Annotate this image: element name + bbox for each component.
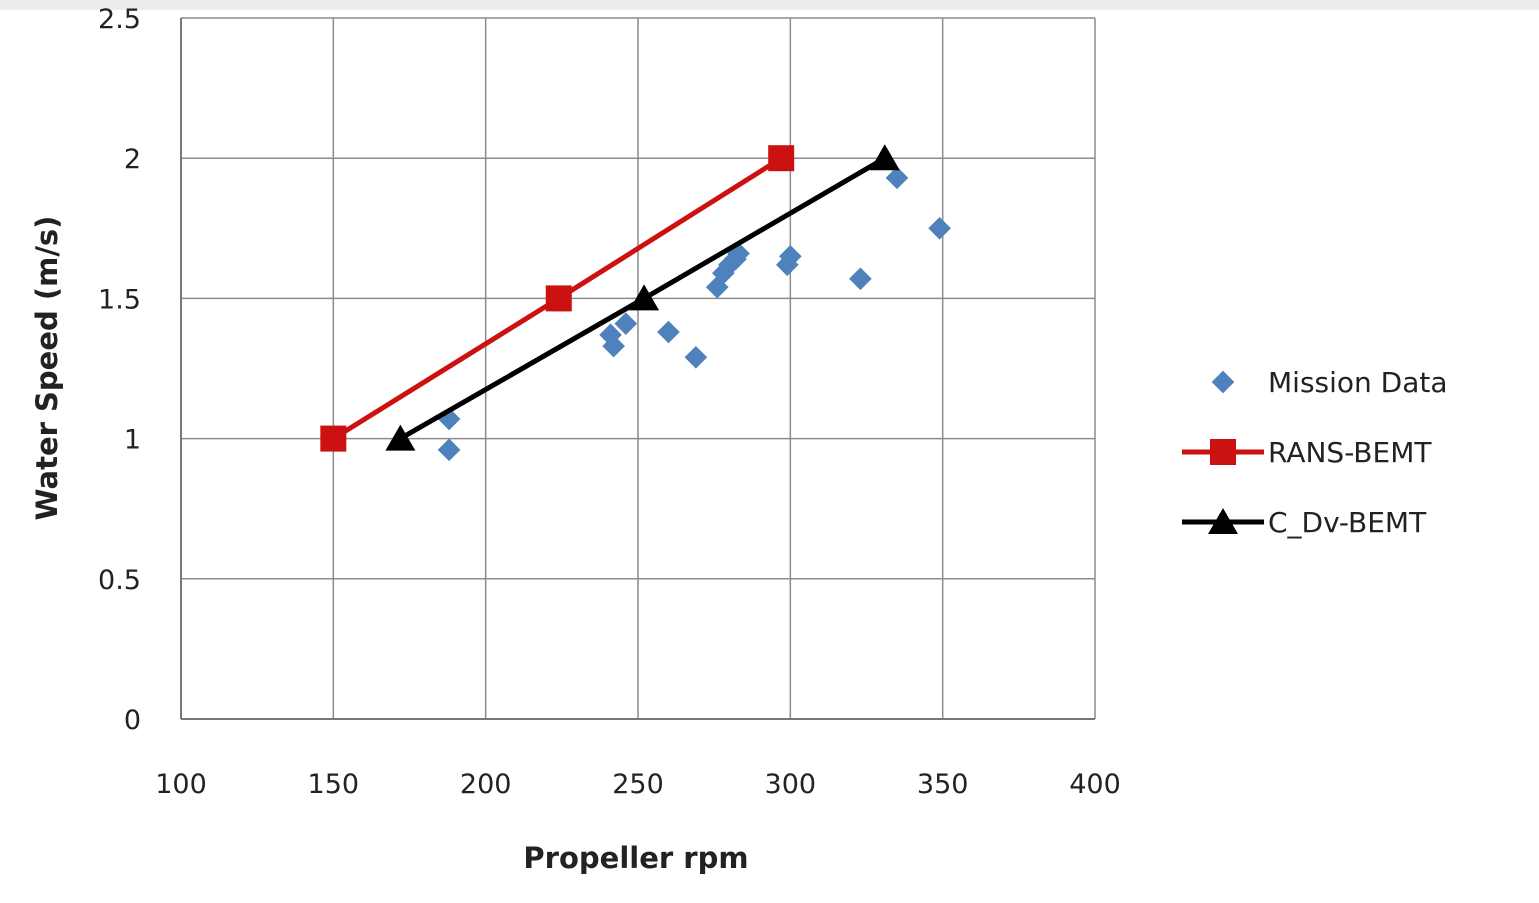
data-point	[614, 312, 638, 335]
series-rans-bemt	[320, 145, 795, 452]
data-point	[849, 267, 872, 291]
data-point	[657, 320, 680, 344]
y-axis-title: Water Speed (m/s)	[30, 216, 64, 521]
data-point	[629, 284, 660, 311]
x-tick-label: 350	[917, 769, 969, 800]
data-point	[602, 334, 625, 358]
y-tick-label: 0	[124, 705, 141, 736]
y-tick-label: 1.5	[98, 284, 141, 315]
data-point	[928, 216, 951, 240]
tick-labels: 100 150 200 250 300 350 400 0 0.5 1 1.5 2 2.5	[98, 4, 1121, 800]
y-tick-label: 0.5	[98, 565, 141, 596]
legend-label-rans-bemt: RANS-BEMT	[1268, 436, 1432, 469]
legend-item-c-dv-bemt: C_Dv-BEMT	[1182, 506, 1427, 539]
data-point	[869, 144, 900, 171]
data-point	[684, 345, 708, 369]
legend: Mission Data RANS-BEMT C_Dv-BEMT	[1182, 366, 1448, 539]
x-tick-label: 100	[155, 769, 207, 800]
x-tick-label: 250	[612, 769, 664, 800]
legend-diamond-marker	[1211, 370, 1235, 394]
data-point	[320, 425, 347, 452]
grid	[180, 17, 1096, 720]
data-point	[545, 285, 572, 312]
legend-square-marker	[1210, 439, 1236, 465]
series-layer	[320, 144, 951, 462]
x-tick-label: 400	[1069, 769, 1121, 800]
data-point	[385, 424, 416, 451]
series-c-dv-bemt	[385, 144, 900, 451]
axes	[180, 18, 1095, 720]
data-point	[437, 438, 461, 462]
x-axis-title: Propeller rpm	[523, 841, 748, 875]
x-tick-label: 150	[308, 769, 360, 800]
legend-item-mission-data: Mission Data	[1211, 366, 1448, 399]
legend-item-rans-bemt: RANS-BEMT	[1182, 436, 1432, 469]
y-tick-label: 2.5	[98, 4, 141, 35]
x-tick-label: 200	[460, 769, 512, 800]
data-point	[768, 145, 795, 172]
x-tick-label: 300	[765, 769, 817, 800]
y-tick-label: 2	[124, 144, 141, 175]
legend-label-c-dv-bemt: C_Dv-BEMT	[1268, 506, 1427, 539]
legend-triangle-marker	[1208, 508, 1238, 534]
y-tick-label: 1	[124, 425, 141, 456]
legend-label-mission-data: Mission Data	[1268, 366, 1448, 399]
top-strip	[0, 0, 1539, 10]
